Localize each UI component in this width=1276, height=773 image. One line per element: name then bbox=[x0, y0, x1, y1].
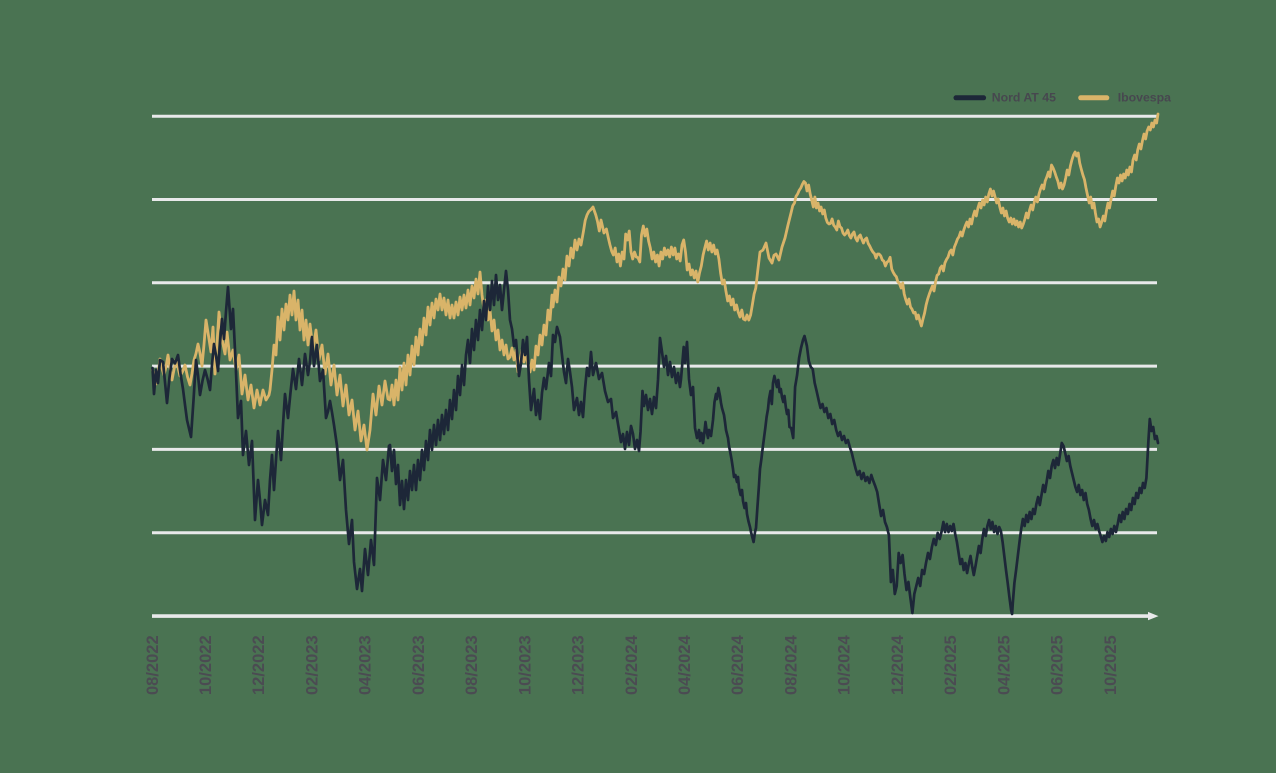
svg-text:04/2024: 04/2024 bbox=[676, 635, 694, 695]
svg-text:04/2023: 04/2023 bbox=[357, 635, 375, 695]
svg-text:08/2022: 08/2022 bbox=[144, 635, 162, 695]
svg-text:08/2023: 08/2023 bbox=[463, 635, 481, 695]
svg-text:Nord AT 45: Nord AT 45 bbox=[992, 91, 1056, 105]
svg-text:06/2025: 06/2025 bbox=[1048, 635, 1066, 695]
svg-text:02/2023: 02/2023 bbox=[303, 635, 321, 695]
svg-text:12/2024: 12/2024 bbox=[889, 635, 907, 695]
svg-text:10/2024: 10/2024 bbox=[836, 635, 854, 695]
svg-text:Ibovespa: Ibovespa bbox=[1118, 91, 1171, 105]
svg-text:10/2022: 10/2022 bbox=[197, 635, 215, 695]
svg-text:12/2022: 12/2022 bbox=[250, 635, 268, 695]
svg-text:06/2023: 06/2023 bbox=[410, 635, 428, 695]
svg-text:10/2023: 10/2023 bbox=[516, 635, 534, 695]
svg-text:10/2025: 10/2025 bbox=[1102, 635, 1120, 695]
svg-text:02/2025: 02/2025 bbox=[942, 635, 960, 695]
svg-text:12/2023: 12/2023 bbox=[570, 635, 588, 695]
svg-text:08/2024: 08/2024 bbox=[782, 635, 800, 695]
svg-text:06/2024: 06/2024 bbox=[729, 635, 747, 695]
svg-text:02/2024: 02/2024 bbox=[623, 635, 641, 695]
svg-text:04/2025: 04/2025 bbox=[995, 635, 1013, 695]
